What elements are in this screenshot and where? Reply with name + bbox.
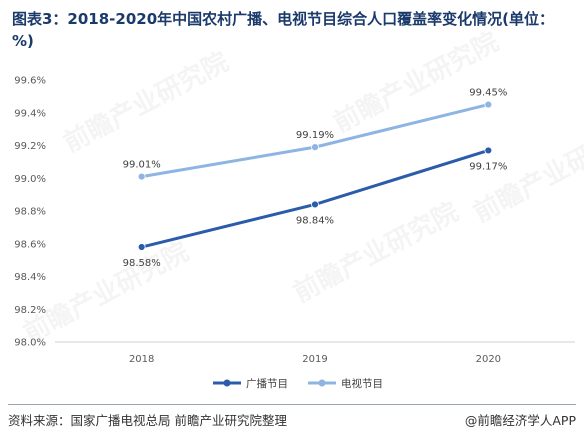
watermark-text: 前瞻产业研究院: [58, 46, 233, 159]
legend-label: 广播节目: [246, 377, 288, 390]
watermark-text: 前瞻产业研究院: [18, 236, 193, 349]
y-tick-label: 98.8%: [14, 207, 46, 218]
y-tick-label: 98.4%: [14, 272, 46, 283]
y-tick-label: 99.4%: [14, 108, 46, 119]
y-tick-label: 99.6%: [14, 76, 46, 87]
watermark-text: 前瞻产业研究院: [468, 116, 584, 229]
y-tick-label: 98.2%: [14, 305, 46, 316]
data-labels: 98.58% 98.84% 99.17% 99.01% 99.19% 99.45%: [123, 88, 508, 269]
legend-label: 电视节目: [341, 377, 383, 390]
series-layer: [137, 100, 493, 251]
x-tick-label: 2018: [129, 354, 154, 365]
source-note: 资料来源：国家广播电视总局 前瞻产业研究院整理: [8, 413, 287, 428]
chart-title: 图表3：2018-2020年中国农村广播、电视节目综合人口覆盖率变化情况(单位：…: [12, 10, 555, 50]
axes: 98.0% 98.2% 98.4% 98.6% 98.8% 99.0% 99.2% 99.4%…: [14, 76, 575, 365]
series-point: [311, 200, 319, 209]
series-point: [137, 172, 146, 181]
y-tick-label: 99.0%: [14, 174, 46, 185]
series-point: [311, 143, 319, 152]
data-label: 98.58%: [123, 258, 161, 269]
data-label: 99.17%: [469, 161, 507, 172]
x-tick-label: 2019: [302, 354, 327, 365]
credit-note: @前瞻经济学人APP: [464, 413, 576, 428]
y-tick-label: 99.2%: [14, 141, 46, 152]
data-label: 99.45%: [469, 88, 507, 99]
y-tick-label: 98.0%: [14, 338, 46, 349]
legend-swatch-point: [223, 379, 231, 387]
series-point: [484, 100, 493, 109]
series-point: [137, 243, 146, 251]
y-tick-label: 98.6%: [14, 239, 46, 250]
legend: 广播节目 电视节目: [213, 377, 383, 390]
data-label: 99.01%: [123, 160, 161, 171]
watermark-text: 前瞻产业研究院: [288, 196, 463, 309]
footer-divider: [8, 404, 576, 405]
legend-swatch-point: [318, 379, 326, 387]
x-tick-label: 2020: [476, 354, 501, 365]
series-point: [484, 146, 493, 155]
data-label: 98.84%: [296, 215, 334, 226]
data-label: 99.19%: [296, 130, 334, 141]
